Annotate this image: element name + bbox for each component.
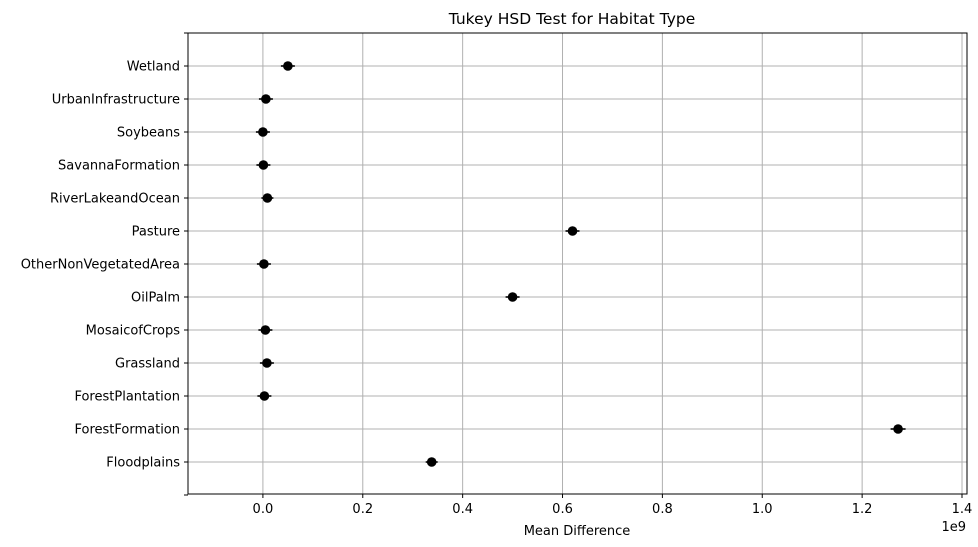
y-tick-label: Soybeans <box>117 126 180 141</box>
y-tick-label: Pasture <box>132 225 180 240</box>
chart-title: Tukey HSD Test for Habitat Type <box>448 10 696 28</box>
data-point <box>426 457 437 467</box>
y-tick-label: MosaicofCrops <box>86 324 181 339</box>
x-offset-label: 1e9 <box>941 520 966 535</box>
x-axis-label: Mean Difference <box>524 524 631 539</box>
x-tick-label: 0.6 <box>552 502 573 517</box>
data-point <box>260 325 271 335</box>
x-tick-label: 0.2 <box>352 502 373 517</box>
y-tick-label: OilPalm <box>131 291 180 306</box>
axis-ticks: 0.0 0.2 0.4 0.6 0.8 1.0 1.2 1.4 Floodplains Fores… <box>21 32 973 517</box>
data-point <box>262 193 273 203</box>
data-point <box>567 226 578 236</box>
data-point <box>893 424 903 434</box>
data-point <box>261 94 271 104</box>
grid-lines <box>188 33 967 494</box>
x-tick-label: 0.8 <box>652 502 673 517</box>
data-point <box>258 160 269 170</box>
x-tick-label: 1.4 <box>952 502 973 517</box>
y-tick-label: Wetland <box>127 60 180 75</box>
data-point <box>262 358 272 368</box>
data-point <box>283 61 293 71</box>
data-point <box>507 292 518 302</box>
y-tick-label: ForestPlantation <box>74 390 180 405</box>
x-tick-label: 1.0 <box>752 502 773 517</box>
y-tick-label: OtherNonVegetatedArea <box>21 258 180 273</box>
data-marks <box>255 61 906 467</box>
y-tick-label: ForestFormation <box>74 423 180 438</box>
plot-frame <box>187 32 968 495</box>
x-tick-label: 0.4 <box>452 502 473 517</box>
data-point <box>259 259 269 269</box>
data-point <box>259 391 270 401</box>
y-tick-label: Floodplains <box>106 456 180 471</box>
y-tick-label: SavannaFormation <box>58 159 180 174</box>
x-tick-label: 0.0 <box>253 502 274 517</box>
x-tick-label: 1.2 <box>852 502 873 517</box>
data-point <box>258 127 268 137</box>
y-tick-label: RiverLakeandOcean <box>50 192 180 207</box>
y-tick-label: Grassland <box>115 357 180 372</box>
y-tick-label: UrbanInfrastructure <box>52 93 180 108</box>
